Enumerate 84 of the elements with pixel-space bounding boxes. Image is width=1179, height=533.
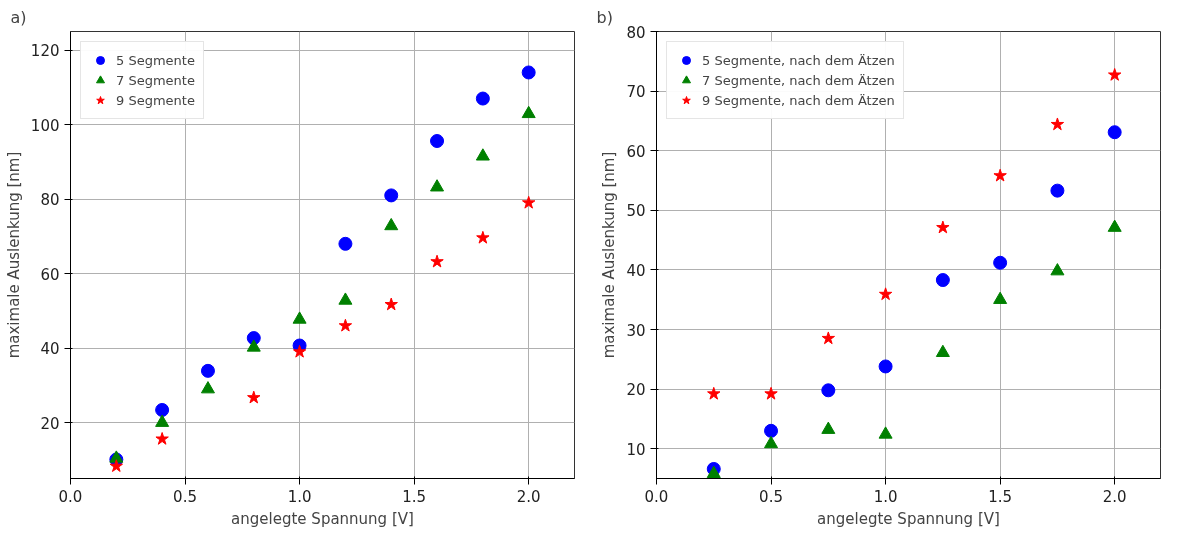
y-axis-title: maximale Auslenkung [nm]	[600, 151, 619, 359]
point	[475, 91, 490, 106]
point	[476, 230, 490, 244]
point	[707, 386, 721, 400]
point	[1050, 263, 1065, 276]
point	[878, 287, 893, 301]
point	[878, 359, 893, 374]
point	[521, 105, 536, 119]
point	[935, 344, 950, 357]
x-tick-label: 1.0	[873, 487, 898, 506]
point	[384, 217, 399, 231]
point	[246, 339, 261, 352]
x-axis-title: angelegte Spannung [V]	[817, 509, 1000, 528]
point	[384, 188, 399, 203]
point	[338, 318, 353, 332]
y-tick-label: 20	[626, 381, 646, 400]
point	[1107, 125, 1122, 140]
y-tick-label: 60	[40, 265, 60, 284]
chart-title: b)	[596, 7, 613, 27]
x-tick-label: 0.0	[58, 487, 83, 506]
point	[993, 168, 1007, 182]
point	[338, 236, 353, 251]
point	[430, 179, 445, 192]
point	[993, 291, 1008, 304]
x-tick-label: 2.0	[1102, 487, 1127, 506]
point	[430, 254, 444, 268]
point	[200, 363, 215, 378]
legend-label: 9 Segmente	[116, 91, 195, 109]
legend-label: 5 Segmente, nach dem Ätzen	[702, 51, 895, 69]
chart-title: a)	[10, 7, 27, 27]
x-tick-label: 1.0	[287, 487, 312, 506]
point	[247, 390, 261, 404]
legend-label: 5 Segmente	[116, 51, 195, 69]
point	[155, 432, 169, 445]
point	[292, 311, 307, 324]
point	[821, 421, 836, 434]
x-tick-label: 0.0	[644, 487, 669, 506]
point	[522, 195, 536, 209]
point	[109, 459, 123, 472]
point	[384, 297, 398, 311]
point	[338, 292, 353, 305]
legend-label: 9 Segmente, nach dem Ätzen	[702, 91, 895, 109]
point	[1107, 219, 1122, 232]
point	[200, 381, 215, 394]
x-tick-label: 1.5	[988, 487, 1013, 506]
y-tick-label: 70	[626, 83, 646, 102]
point	[521, 65, 536, 80]
x-tick-label: 1.5	[402, 487, 427, 506]
y-tick-label: 80	[40, 191, 60, 210]
y-tick-label: 80	[626, 23, 646, 42]
y-tick-label: 60	[626, 142, 646, 161]
point	[993, 255, 1008, 270]
y-tick-label: 40	[40, 340, 60, 359]
point	[475, 148, 490, 161]
x-tick-label: 0.5	[759, 487, 783, 506]
point	[155, 414, 170, 427]
point	[878, 426, 893, 439]
y-axis-title: maximale Auslenkung [nm]	[4, 151, 23, 359]
point	[936, 220, 950, 234]
point	[292, 344, 307, 358]
point	[1050, 183, 1065, 198]
y-tick-label: 120	[30, 42, 60, 61]
x-tick-label: 2.0	[516, 487, 541, 506]
point	[821, 383, 836, 398]
point	[764, 423, 779, 438]
y-tick-label: 40	[626, 261, 646, 280]
x-axis-title: angelegte Spannung [V]	[231, 509, 414, 528]
y-tick-label: 10	[626, 440, 646, 459]
y-tick-label: 30	[626, 321, 646, 340]
y-tick-label: 100	[30, 116, 60, 135]
point	[935, 273, 950, 288]
x-tick-label: 0.5	[173, 487, 197, 506]
legend-label: 7 Segmente, nach dem Ätzen	[702, 71, 895, 89]
point	[1108, 68, 1122, 81]
point	[821, 331, 835, 345]
point	[155, 402, 170, 417]
point	[764, 386, 778, 400]
y-tick-label: 50	[626, 202, 646, 221]
legend-label: 7 Segmente	[116, 71, 195, 89]
point	[430, 134, 445, 148]
point	[1050, 117, 1065, 131]
y-tick-label: 20	[40, 414, 60, 433]
point	[109, 450, 124, 463]
point	[764, 435, 779, 449]
